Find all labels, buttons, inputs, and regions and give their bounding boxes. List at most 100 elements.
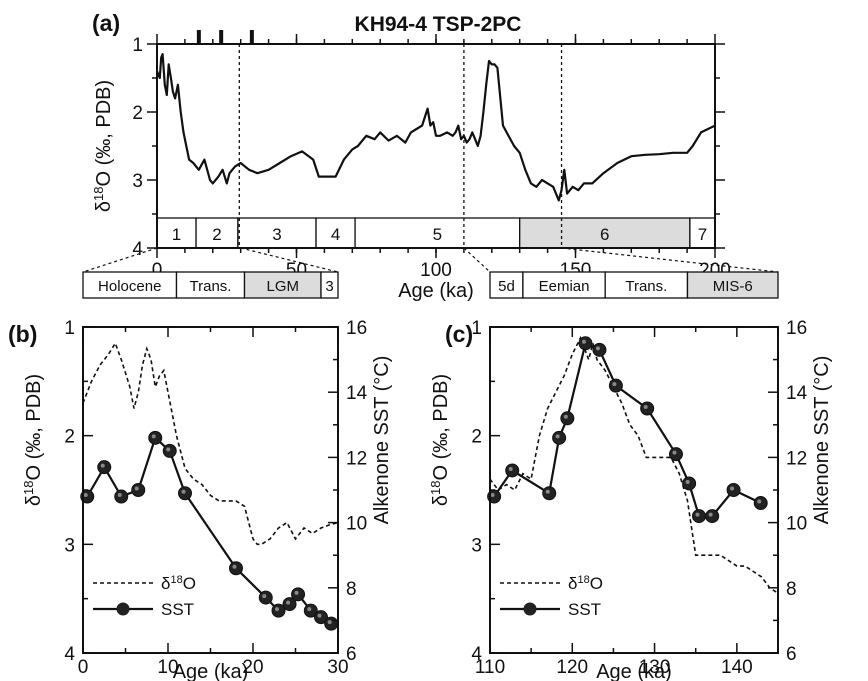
x-tick-label: 110 [475,657,505,678]
zoom-connector [82,247,158,273]
sst-point [705,509,720,524]
mis-stage-label-6: 6 [600,225,609,244]
sst-point [542,486,557,501]
legend-label-d18o: δ18O [568,574,603,593]
mis-stage-box-6 [519,217,691,249]
sst-point-highlight [100,463,105,468]
sst-point-highlight [317,613,322,618]
stage-label: MIS-6 [713,278,753,295]
sst-point-highlight [708,512,713,517]
sst-point [97,460,112,475]
y-tick-label: 1 [64,318,75,339]
sst-point [258,590,273,605]
dating-marker [196,30,201,44]
stage-box-3 [320,271,339,299]
y-tick-label: 2 [132,103,143,124]
x-tick-label: 0 [152,260,163,281]
legend-label-d18o: δ18O [161,574,196,593]
sst-point [303,603,318,618]
stage-box-lgm [243,271,322,299]
sst-point-highlight [490,493,495,498]
y-axis-label: δ18O (‰, PDB) [91,80,115,212]
sst-point-highlight [545,489,550,494]
mis-stage-label-2: 2 [212,225,221,244]
y-right-tick-label: 10 [346,514,367,535]
sst-point [314,610,328,625]
sst-point [271,603,286,618]
sst-point-highlight [508,466,513,471]
sst-point-highlight [117,493,122,498]
y-right-axis-label: Alkenone SST (°C) [811,356,833,525]
sst-point [640,401,655,416]
sst-point-highlight [294,590,299,595]
legend-label-sst: SST [161,600,194,619]
mis-stage-label-3: 3 [272,225,281,244]
stage-label: Holocene [98,278,161,295]
sst-point-highlight [83,493,88,498]
zoom-connector [561,247,779,273]
sst-point [592,342,607,357]
sst-point-highlight [685,479,690,484]
x-tick-label: 10 [157,657,178,678]
sst-point [282,597,297,612]
sst-point [682,476,697,491]
sst-point-highlight [563,414,568,419]
y-right-tick-label: 8 [346,579,357,600]
series-line-sst [493,341,762,518]
dating-marker [219,30,224,44]
stage-label: Eemian [539,278,590,295]
sst-point [692,509,707,524]
y-tick-label: 3 [132,171,143,192]
sst-point [291,587,306,602]
sst-point-highlight [327,620,332,625]
x-tick-label: 20 [242,657,263,678]
x-tick-label: 130 [639,657,671,678]
sst-point-highlight [581,339,586,344]
y-right-tick-label: 14 [786,383,808,404]
sst-point-highlight [232,564,237,569]
sst-point [726,483,741,497]
sst-point-highlight [262,594,267,599]
x-tick-label: 30 [327,657,348,678]
y-right-tick-label: 16 [346,318,367,339]
legend-label-sst: SST [568,600,601,619]
y-tick-label: 2 [471,427,482,448]
panel-a-label: (a) [92,10,120,36]
stage-label: Trans. [190,278,232,295]
y-right-tick-label: 10 [786,514,807,535]
sst-point-highlight [166,447,171,452]
sst-point [560,411,575,426]
y-tick-label: 4 [132,239,143,260]
sst-point [148,430,163,445]
sst-point [505,463,520,478]
sst-point-highlight [612,382,617,387]
sst-point-highlight [643,405,648,409]
sst-point-highlight [555,434,560,439]
mis-stage-label-1: 1 [172,225,181,244]
y-tick-label: 1 [471,318,482,339]
y-right-tick-label: 6 [346,644,357,665]
y-right-tick-label: 12 [346,448,367,469]
stage-box-5d [489,271,524,299]
sst-point-highlight [286,600,291,605]
legend-swatch-sst-marker [523,602,537,616]
stage-label: 3 [325,278,333,295]
x-axis-label: Age (ka) [596,661,672,681]
y-right-tick-label: 6 [786,644,797,665]
zoom-connector [463,247,491,273]
sst-point-highlight [151,434,156,439]
y-tick-label: 4 [64,644,75,665]
y-right-tick-label: 8 [786,579,797,600]
series-line-d18o [82,341,339,546]
sst-point-highlight [181,489,186,494]
panel-b-label: (b) [8,321,37,347]
x-tick-label: 120 [556,657,588,678]
y-axis-label: δ18O (‰, PDB) [428,374,452,506]
series-line-d18o [155,53,716,202]
y-axis-label: δ18O (‰, PDB) [21,374,45,506]
y-right-tick-label: 12 [786,448,807,469]
